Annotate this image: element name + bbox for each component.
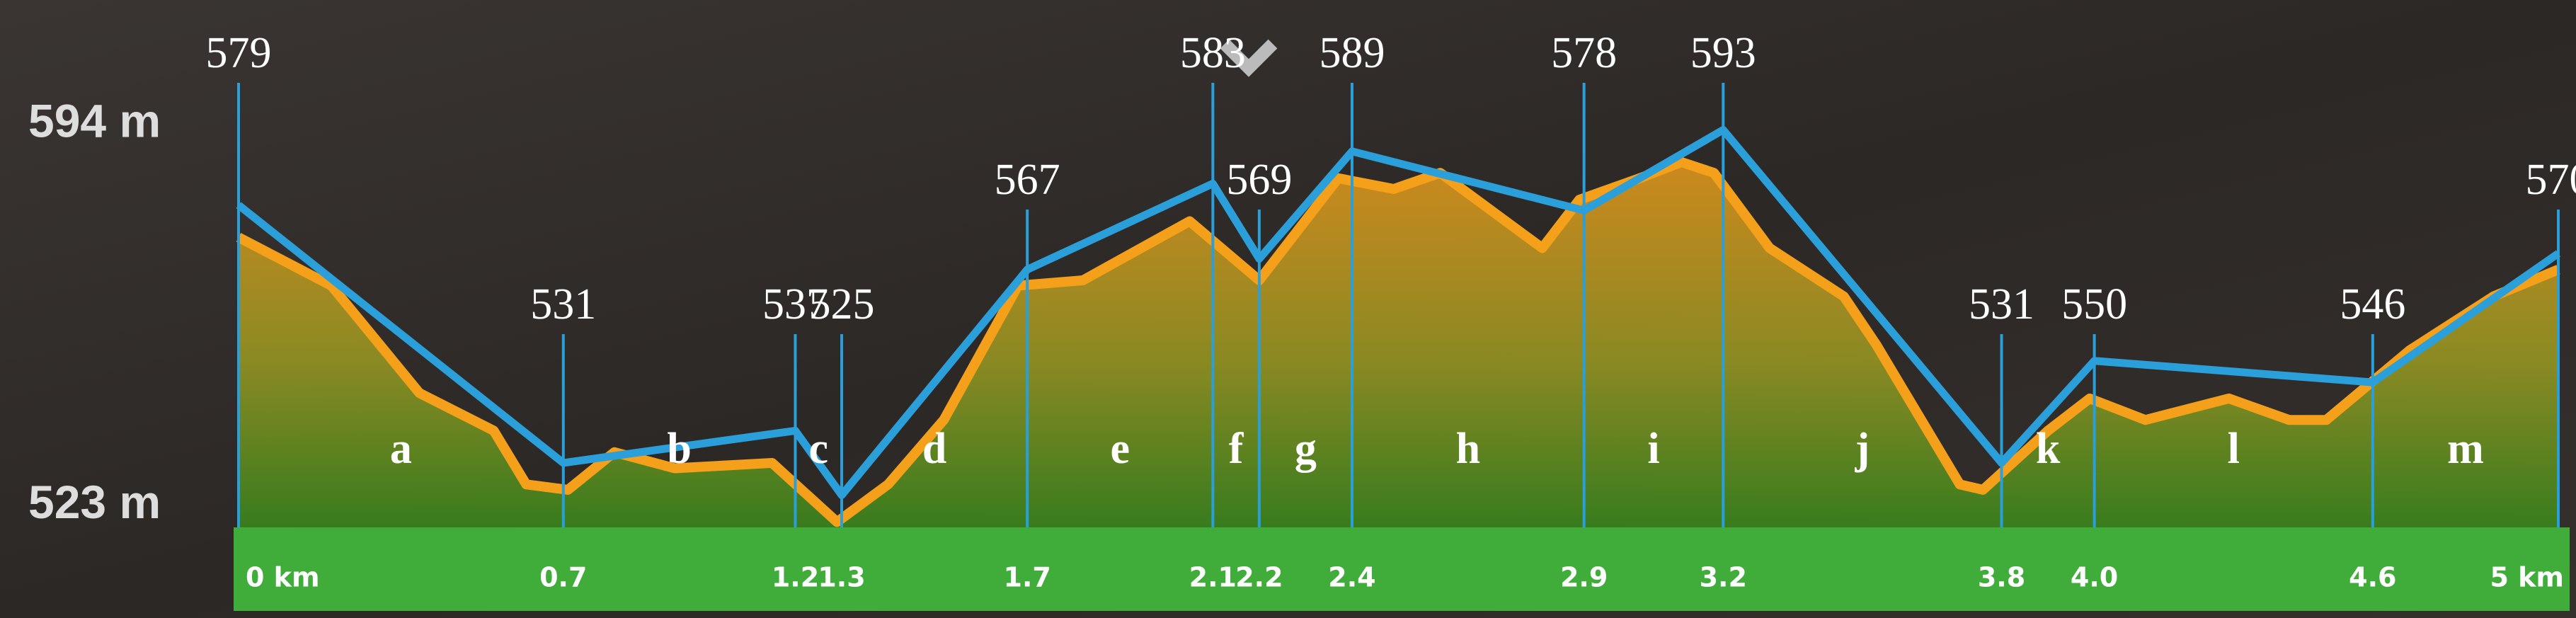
x-tick-label: 0 km (246, 562, 320, 593)
terrain-area (239, 162, 2558, 527)
distance-bar (234, 527, 2570, 611)
x-tick-label: 5 km (2490, 562, 2564, 593)
elevation-label: 531 (530, 280, 596, 328)
elevation-label: 531 (1969, 280, 2034, 328)
x-tick-label: 2.1 (1189, 562, 1237, 593)
elevation-label: 546 (2340, 280, 2405, 328)
y-tick-label: 594 m (28, 94, 161, 147)
x-tick-label: 0.7 (539, 562, 587, 593)
segment-label: e (1110, 425, 1130, 473)
x-tick-label: 1.7 (1004, 562, 1051, 593)
elevation-label: 569 (1226, 156, 1292, 204)
segment-label: i (1647, 425, 1659, 473)
y-tick-label: 523 m (28, 476, 161, 528)
segment-label: h (1456, 425, 1480, 473)
segment-label: l (2228, 425, 2240, 473)
elevation-label: 593 (1690, 29, 1756, 77)
x-tick-label: 4.6 (2349, 562, 2396, 593)
chevron-icon[interactable] (1220, 39, 1278, 77)
segment-label: m (2447, 425, 2484, 473)
elevation-label: 570 (2526, 156, 2576, 204)
x-tick-label: 2.9 (1560, 562, 1608, 593)
x-tick-label: 1.2 (772, 562, 819, 593)
elevation-label: 578 (1551, 29, 1617, 77)
segment-label: b (667, 425, 691, 473)
elevation-label: 567 (995, 156, 1060, 204)
segment-label: g (1295, 425, 1317, 473)
route-line (236, 125, 2561, 499)
x-tick-label: 2.4 (1328, 562, 1375, 593)
segment-label: d (922, 425, 946, 473)
elevation-label: 583 (1180, 29, 1246, 77)
segment-label: a (390, 425, 412, 473)
elevation-label: 550 (2061, 280, 2127, 328)
x-tick-label: 4.0 (2071, 562, 2118, 593)
elevation-label: 589 (1319, 29, 1385, 77)
segment-label: j (1855, 425, 1870, 473)
elevation-label: 525 (809, 280, 875, 328)
segment-label: k (2036, 425, 2061, 473)
elevation-label: 537 (762, 280, 828, 328)
x-tick-label: 1.3 (818, 562, 865, 593)
segment-label: f (1229, 425, 1244, 473)
x-tick-label: 3.2 (1700, 562, 1747, 593)
x-tick-label: 2.2 (1235, 562, 1283, 593)
elevation-label: 579 (206, 29, 272, 77)
x-tick-label: 3.8 (1978, 562, 2025, 593)
segment-label: c (808, 425, 828, 473)
